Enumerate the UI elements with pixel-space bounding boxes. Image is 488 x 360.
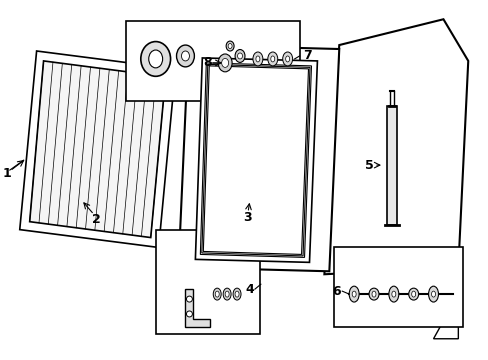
Ellipse shape [141, 41, 170, 76]
Text: 1: 1 [2, 167, 11, 180]
Ellipse shape [267, 52, 277, 66]
Text: 2: 2 [92, 213, 101, 226]
Polygon shape [20, 51, 175, 247]
Ellipse shape [225, 41, 234, 51]
Ellipse shape [224, 291, 229, 297]
Ellipse shape [235, 50, 244, 62]
Ellipse shape [391, 291, 395, 297]
Text: 8: 8 [203, 57, 211, 69]
Ellipse shape [255, 56, 259, 62]
Text: 4: 4 [245, 283, 254, 296]
Ellipse shape [348, 286, 358, 302]
Ellipse shape [368, 288, 378, 300]
Bar [334, 247, 462, 327]
Ellipse shape [285, 56, 289, 62]
Polygon shape [324, 19, 468, 274]
Text: 6: 6 [331, 285, 340, 298]
Bar [386, 105, 396, 225]
Ellipse shape [411, 291, 415, 297]
Ellipse shape [351, 291, 355, 297]
Polygon shape [433, 294, 457, 339]
Text: 5: 5 [364, 159, 373, 172]
Ellipse shape [228, 44, 232, 49]
Ellipse shape [181, 51, 189, 61]
Ellipse shape [215, 291, 219, 297]
Circle shape [186, 296, 192, 302]
Ellipse shape [218, 54, 232, 72]
Text: 7: 7 [303, 49, 311, 63]
Ellipse shape [431, 291, 435, 297]
Bar [126, 21, 299, 100]
Bar [155, 230, 259, 334]
Text: 3: 3 [243, 211, 252, 224]
Polygon shape [185, 289, 210, 327]
Ellipse shape [148, 50, 163, 68]
Ellipse shape [213, 288, 221, 300]
Ellipse shape [427, 286, 438, 302]
Polygon shape [178, 45, 339, 271]
Circle shape [186, 311, 192, 317]
Ellipse shape [176, 45, 194, 67]
Polygon shape [30, 61, 165, 238]
Polygon shape [195, 58, 317, 262]
Ellipse shape [282, 52, 292, 66]
Ellipse shape [237, 53, 242, 59]
Ellipse shape [233, 288, 241, 300]
Ellipse shape [223, 288, 231, 300]
Ellipse shape [252, 52, 263, 66]
Ellipse shape [371, 291, 375, 297]
Ellipse shape [388, 286, 398, 302]
Ellipse shape [221, 58, 228, 67]
Ellipse shape [270, 56, 274, 62]
Ellipse shape [235, 291, 239, 297]
Ellipse shape [408, 288, 418, 300]
